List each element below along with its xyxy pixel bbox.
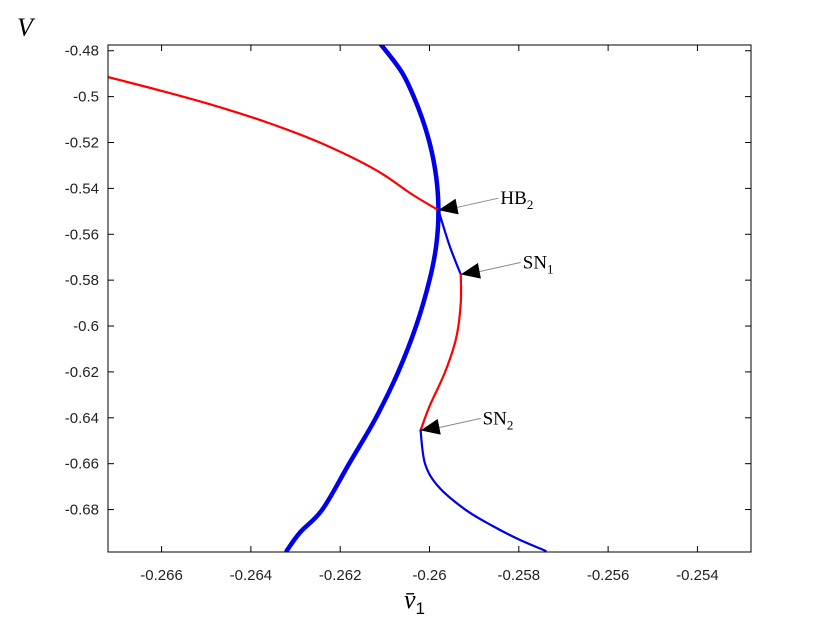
x-axis-ticks: -0.266 -0.264 -0.262 -0.26 -0.258 -0.256 -0.25… [140,45,719,584]
x-tick-label: -0.262 [319,567,362,584]
x-tick-label: -0.264 [230,567,273,584]
annotation-label-main: SN [523,252,548,273]
y-tick-label: -0.58 [65,272,99,289]
annotation-label: SN2 [483,408,514,432]
annotation-label-sub: 1 [547,261,554,276]
annotation-label-sub: 2 [527,197,534,212]
annotation-arrowhead [460,262,481,279]
y-tick-label: -0.56 [65,226,99,243]
series-line-5 [419,429,547,552]
x-tick-label: -0.266 [140,567,183,584]
x-tick-label: -0.256 [587,567,630,584]
series-line-1 [284,45,441,552]
x-axis-label-sub: 1 [416,599,425,618]
y-axis-ticks: -0.48 -0.5 -0.52 -0.54 -0.56 -0.58 -0.6 -0.62 -0… [65,43,751,519]
y-tick-label: -0.66 [65,456,99,473]
x-tick-label: -0.254 [676,567,719,584]
plot-area [108,45,751,552]
annotation-label: HB2 [500,188,533,212]
y-tick-label: -0.6 [73,318,99,335]
x-tick-label: -0.258 [498,567,541,584]
x-axis-label: v̄1 [404,585,425,618]
series-line-2 [108,76,440,212]
x-tick-label: -0.26 [412,567,446,584]
annotation-arrowhead [438,198,459,215]
annotation-label-main: HB [500,188,526,209]
y-tick-label: -0.64 [65,410,99,427]
y-tick-label: -0.52 [65,135,99,152]
y-tick-label: -0.48 [65,43,99,60]
y-tick-label: -0.54 [65,180,99,197]
curves-group [108,45,547,552]
y-tick-label: -0.5 [73,89,99,106]
annotation-label-main: SN [483,408,508,429]
annotation-label-sub: 2 [507,417,514,432]
annotation-label: SN1 [523,252,554,276]
y-tick-label: -0.62 [65,364,99,381]
x-axis-label-base: v̄ [404,585,416,614]
series-line-3 [437,209,462,276]
y-tick-label: -0.68 [65,502,99,519]
y-axis-label: V [17,13,36,42]
series-line-4 [419,273,463,432]
annotation-arrowhead [420,418,441,435]
